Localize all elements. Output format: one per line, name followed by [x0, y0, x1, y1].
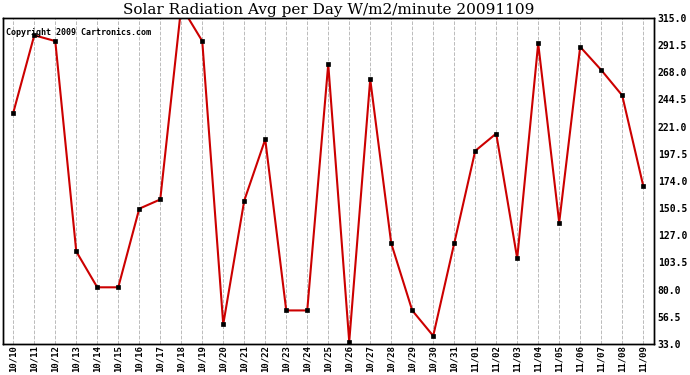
Text: Copyright 2009 Cartronics.com: Copyright 2009 Cartronics.com: [6, 28, 151, 37]
Title: Solar Radiation Avg per Day W/m2/minute 20091109: Solar Radiation Avg per Day W/m2/minute …: [123, 3, 534, 17]
